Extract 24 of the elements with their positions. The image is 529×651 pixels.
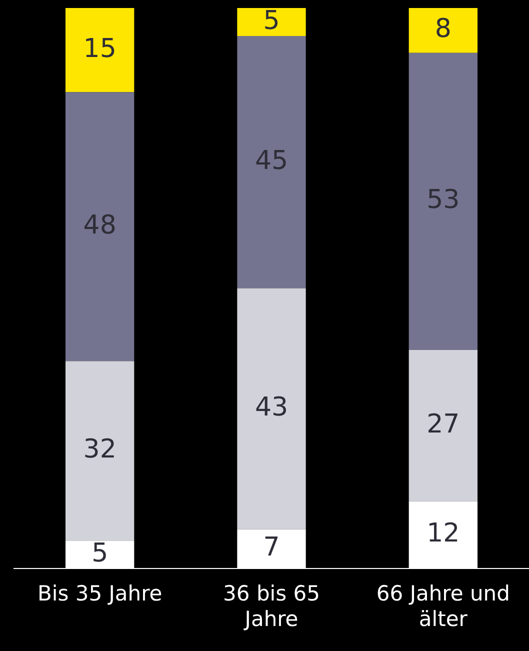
bar [237, 36, 306, 288]
data-label: 5 [92, 538, 108, 568]
bar [66, 361, 134, 541]
data-label: 15 [83, 34, 116, 64]
bar [66, 92, 134, 362]
bar [237, 288, 306, 530]
x-tick-label: Bis 35 Jahre [37, 582, 162, 606]
data-label: 32 [83, 434, 116, 465]
bar [237, 8, 306, 36]
data-label: 53 [426, 185, 460, 216]
data-label: 27 [426, 409, 460, 440]
data-label: 5 [263, 6, 280, 36]
bar [408, 52, 478, 350]
bar [408, 350, 478, 502]
data-label: 12 [426, 518, 460, 549]
data-label: 43 [254, 392, 288, 423]
bar [66, 8, 134, 92]
data-label: 8 [434, 14, 452, 44]
data-label: 45 [254, 146, 288, 176]
x-tick-label: 36 bis 65 Jahre [223, 582, 320, 631]
data-label: 7 [263, 532, 280, 563]
x-tick-label: 66 Jahre und älter [376, 582, 510, 631]
bar [408, 8, 478, 53]
data-label: 48 [83, 210, 116, 240]
